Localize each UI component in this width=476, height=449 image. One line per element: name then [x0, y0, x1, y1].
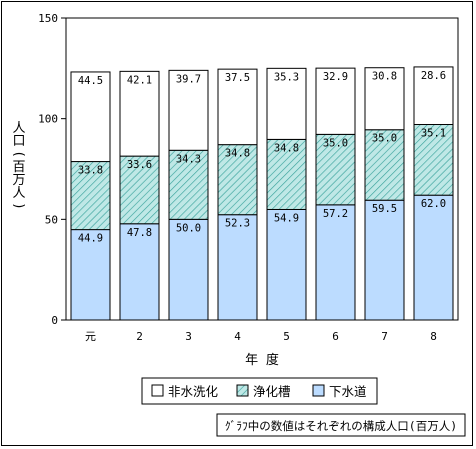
bar-value-label: 37.5 [225, 72, 250, 84]
bar-value-label: 44.9 [78, 233, 103, 245]
x-tick-label: 4 [234, 330, 241, 343]
bar-value-label: 50.0 [176, 222, 201, 234]
bar-segment-1 [315, 133, 356, 206]
legend-label: 非水洗化 [168, 384, 219, 399]
bar-value-label: 47.8 [127, 227, 152, 239]
bar-value-label: 30.8 [372, 71, 397, 83]
bar-segment-1 [266, 138, 307, 210]
x-tick-label: 5 [283, 330, 290, 343]
bar-segment-1 [364, 129, 405, 201]
y-tick-label: 50 [45, 213, 58, 226]
y-axis-label: 人口(百万人) [11, 121, 26, 210]
bar-value-label: 54.9 [274, 212, 299, 224]
bar-segment-0 [364, 199, 405, 321]
bar-value-label: 28.6 [421, 70, 446, 82]
bar-value-label: 62.0 [421, 198, 446, 210]
legend-box [141, 377, 378, 405]
legend-swatch [236, 384, 249, 397]
bar-value-label: 33.8 [78, 165, 103, 177]
y-axis: 0 50 100 150 [38, 12, 66, 327]
y-axis-label-char: ( [11, 150, 26, 158]
bar-value-label: 33.6 [127, 159, 152, 171]
x-tick-label: 2 [136, 330, 143, 343]
y-axis-label-char: 百 [12, 160, 25, 175]
y-axis-label-char: ) [11, 202, 26, 210]
bar-value-label: 35.0 [372, 133, 397, 145]
legend-swatch [151, 384, 164, 397]
bar-segment-2 [266, 67, 307, 140]
bar-segment-0 [315, 204, 356, 321]
bar-segment-1 [70, 161, 111, 231]
bar-value-label: 35.0 [323, 137, 348, 149]
bar-value-label: 34.8 [274, 142, 299, 154]
bar-segment-2 [364, 67, 405, 131]
bar-segment-2 [70, 71, 111, 163]
bar-value-label: 32.9 [323, 71, 348, 83]
y-tick-label: 0 [51, 314, 58, 327]
bar-segment-2 [413, 66, 454, 126]
bar-value-label: 42.1 [127, 74, 152, 86]
legend-swatch [312, 384, 325, 397]
y-tick-label: 150 [38, 12, 58, 25]
y-axis-label-char: 人 [12, 186, 25, 201]
bar-value-label: 59.5 [372, 203, 397, 215]
bars: 44.9 33.8 44.5 47.8 33.6 42.1 50.0 34.3 39.7 52.3… [70, 66, 454, 321]
bar-segment-2 [119, 70, 160, 157]
x-axis: 元 2 3 4 5 6 7 8 [85, 330, 437, 343]
bar-segment-0 [168, 218, 209, 321]
x-tick-label: 元 [85, 330, 96, 343]
x-tick-label: 8 [430, 330, 437, 343]
x-axis-label: 年 度 [245, 352, 279, 368]
bar-segment-0 [217, 214, 258, 321]
bar-segment-2 [217, 68, 258, 146]
bar-segment-1 [119, 155, 160, 225]
bar-segment-2 [168, 69, 209, 151]
y-axis-label-char: 万 [12, 173, 25, 188]
bar-segment-0 [413, 194, 454, 321]
bar-value-label: 39.7 [176, 73, 201, 85]
bar-segment-0 [266, 208, 307, 321]
x-tick-label: 6 [332, 330, 339, 343]
bar-segment-0 [119, 223, 160, 321]
bar-value-label: 35.3 [274, 71, 299, 83]
x-tick-label: 3 [185, 330, 192, 343]
legend-label: 浄化槽 [253, 384, 291, 399]
bar-value-label: 34.3 [176, 153, 201, 165]
bar-value-label: 57.2 [323, 208, 348, 220]
bar-segment-1 [217, 144, 258, 216]
note-text: ｸﾞﾗﾌ中の数値はそれぞれの構成人口(百万人) [225, 419, 457, 433]
x-tick-label: 7 [381, 330, 388, 343]
y-axis-label-char: 口 [12, 134, 25, 149]
y-axis-label-char: 人 [12, 121, 25, 136]
bar-value-label: 34.8 [225, 148, 250, 160]
bar-value-label: 44.5 [78, 75, 103, 87]
bar-value-label: 35.1 [421, 128, 446, 140]
y-tick-label: 100 [38, 113, 58, 126]
note-box: ｸﾞﾗﾌ中の数値はそれぞれの構成人口(百万人) [216, 413, 466, 437]
bar-segment-1 [168, 149, 209, 220]
bar-segment-2 [315, 67, 356, 135]
legend: 非水洗化 浄化槽 下水道 [141, 377, 378, 405]
legend-label: 下水道 [329, 384, 367, 399]
bar-value-label: 52.3 [225, 218, 250, 230]
